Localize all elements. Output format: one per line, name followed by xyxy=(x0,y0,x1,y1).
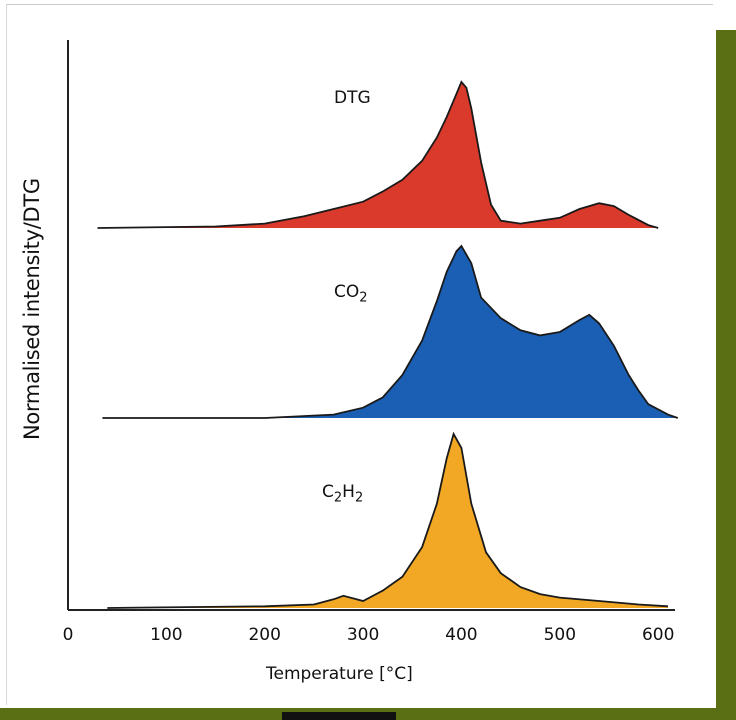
series-area-2 xyxy=(102,246,678,418)
x-tick-label: 400 xyxy=(445,625,477,645)
series-line-3 xyxy=(107,431,669,609)
series-line-1 xyxy=(97,80,659,229)
series-label-c2h2: C2H2 xyxy=(322,482,364,506)
series-area-1 xyxy=(97,82,659,228)
x-tick-labels: 0 100 200 300 400 500 600 xyxy=(63,625,675,645)
y-axis-label: Normalised intensity/DTG xyxy=(20,178,44,440)
x-axis-label: Temperature [°C] xyxy=(266,664,413,684)
x-tick-label: 600 xyxy=(642,625,674,645)
x-tick-label: 500 xyxy=(544,625,576,645)
x-tick-label: 0 xyxy=(63,625,74,645)
series-label-co2: CO2 xyxy=(334,282,368,306)
series-label-dtg: DTG xyxy=(334,88,371,108)
frame-notch xyxy=(282,712,396,720)
series-area-3 xyxy=(107,434,669,608)
x-tick-label: 200 xyxy=(248,625,280,645)
series-line-2 xyxy=(102,244,679,419)
frame-border-right xyxy=(716,30,736,720)
chart-panels xyxy=(97,80,679,609)
x-tick-label: 300 xyxy=(347,625,379,645)
x-tick-label: 100 xyxy=(150,625,182,645)
